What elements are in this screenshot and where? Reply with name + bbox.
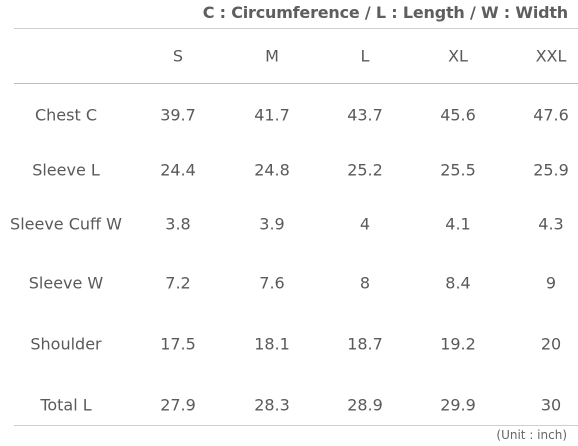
table-cell: 24.8 — [254, 160, 290, 180]
table-cell: 7.2 — [165, 273, 191, 293]
table-cell: 18.1 — [254, 334, 290, 354]
row-label: Sleeve W — [28, 273, 104, 293]
table-cell: 8 — [359, 273, 371, 293]
table-cell: 25.9 — [533, 160, 569, 180]
table-cell: 4.3 — [538, 214, 564, 234]
table-cell: 30 — [540, 395, 562, 415]
size-header-xxl: XXL — [535, 46, 567, 66]
size-header-l: L — [360, 46, 370, 66]
table-cell: 9 — [545, 273, 557, 293]
table-cell: 28.9 — [347, 395, 383, 415]
table-cell: 45.6 — [440, 105, 476, 125]
row-label: Shoulder — [30, 334, 102, 354]
table-cell: 25.5 — [440, 160, 476, 180]
table-cell: 27.9 — [160, 395, 196, 415]
table-cell: 41.7 — [254, 105, 290, 125]
unit-note: (Unit : inch) — [496, 428, 567, 442]
table-cell: 4.1 — [445, 214, 471, 234]
row-label: Sleeve Cuff W — [10, 214, 122, 234]
table-cell: 20 — [540, 334, 562, 354]
table-cell: 18.7 — [347, 334, 383, 354]
table-top-rule — [14, 28, 578, 29]
table-cell: 17.5 — [160, 334, 196, 354]
size-header-m: M — [265, 46, 279, 66]
table-cell: 24.4 — [160, 160, 196, 180]
table-cell: 8.4 — [445, 273, 471, 293]
size-header-xl: XL — [448, 46, 468, 66]
header-divider — [14, 83, 578, 84]
table-cell: 19.2 — [440, 334, 476, 354]
table-cell: 4 — [359, 214, 371, 234]
table-cell: 39.7 — [160, 105, 196, 125]
table-cell: 3.9 — [259, 214, 285, 234]
table-cell: 29.9 — [440, 395, 476, 415]
table-cell: 28.3 — [254, 395, 290, 415]
row-label: Total L — [40, 395, 92, 415]
table-cell: 7.6 — [259, 273, 285, 293]
table-cell: 47.6 — [533, 105, 569, 125]
table-cell: 25.2 — [347, 160, 383, 180]
row-label: Chest C — [34, 105, 98, 125]
table-cell: 43.7 — [347, 105, 383, 125]
row-label: Sleeve L — [32, 160, 100, 180]
measurement-legend: C : Circumference / L : Length / W : Wid… — [202, 3, 568, 22]
size-header-s: S — [172, 46, 184, 66]
table-bottom-rule — [14, 425, 578, 426]
table-cell: 3.8 — [165, 214, 191, 234]
